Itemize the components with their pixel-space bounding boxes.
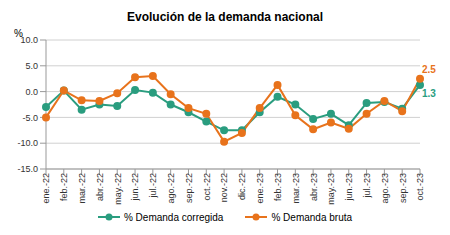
- svg-text:2.5: 2.5: [422, 64, 436, 75]
- svg-text:ago.-22: ago.-22: [166, 173, 176, 204]
- html-text:% Demanda bruta: % Demanda bruta: [271, 211, 352, 223]
- svg-text:-10.0: -10.0: [17, 138, 38, 148]
- svg-text:-15.0: -15.0: [17, 164, 38, 174]
- svg-text:mar.-23: mar.-23: [291, 173, 301, 204]
- svg-text:dic.-22: dic.-22: [237, 173, 247, 200]
- svg-text:10.0: 10.0: [20, 35, 38, 45]
- svg-text:abr.-22: abr.-22: [95, 173, 105, 201]
- html-text:Evolución de la demanda nacion: Evolución de la demanda nacional: [127, 10, 323, 24]
- svg-text:sep.-22: sep.-22: [184, 173, 194, 203]
- svg-text:may.-22: may.-22: [113, 173, 123, 205]
- svg-text:jun.-22: jun.-22: [130, 173, 140, 202]
- svg-text:nov.-22: nov.-22: [219, 173, 229, 202]
- svg-text:ene.-23: ene.-23: [255, 173, 265, 204]
- svg-text:jul.-22: jul.-22: [148, 173, 158, 199]
- svg-text:-5.0: -5.0: [22, 113, 38, 123]
- svg-text:feb.-22: feb.-22: [59, 173, 69, 201]
- svg-text:1.3: 1.3: [422, 88, 436, 99]
- svg-text:oct.-23: oct.-23: [415, 173, 425, 201]
- svg-text:abr.-23: abr.-23: [309, 173, 319, 201]
- svg-text:5.0: 5.0: [25, 61, 38, 71]
- svg-text:mar.-22: mar.-22: [77, 173, 87, 204]
- svg-text:oct.-22: oct.-22: [202, 173, 212, 201]
- svg-text:sep.-23: sep.-23: [398, 173, 408, 203]
- svg-text:jun.-23: jun.-23: [344, 173, 354, 202]
- svg-text:jul.-23: jul.-23: [362, 173, 372, 199]
- svg-text:ene.-22: ene.-22: [41, 173, 51, 204]
- svg-text:0.0: 0.0: [25, 87, 38, 97]
- svg-text:may.-23: may.-23: [326, 173, 336, 205]
- svg-text:ago.-23: ago.-23: [380, 173, 390, 204]
- html-text:% Demanda corregida: % Demanda corregida: [123, 211, 224, 223]
- svg-text:feb.-23: feb.-23: [273, 173, 283, 201]
